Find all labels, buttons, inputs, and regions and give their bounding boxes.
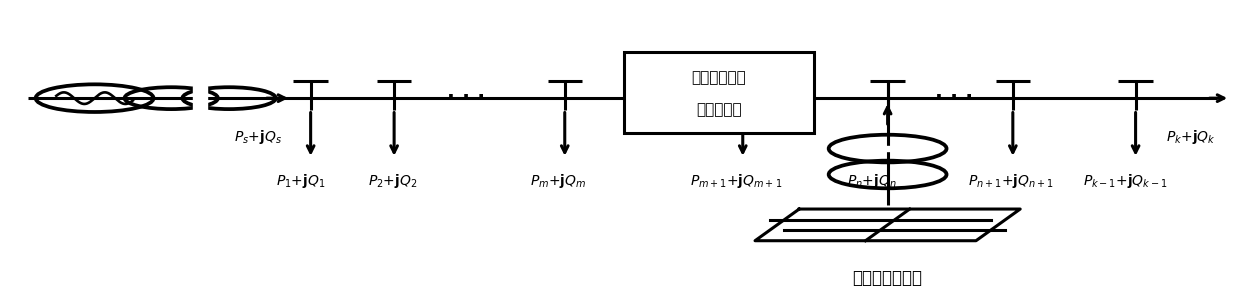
Text: 分布式光伏系统: 分布式光伏系统 — [853, 269, 923, 287]
Text: $P_{k-1}$+$\mathbf{j}$$Q_{k-1}$: $P_{k-1}$+$\mathbf{j}$$Q_{k-1}$ — [1084, 172, 1168, 190]
Text: $P_s$+$\mathbf{j}$$Q_s$: $P_s$+$\mathbf{j}$$Q_s$ — [234, 128, 281, 146]
Text: $P_1$+$\mathbf{j}$$Q_1$: $P_1$+$\mathbf{j}$$Q_1$ — [277, 172, 326, 190]
Text: $P_{m+1}$+$\mathbf{j}$$Q_{m+1}$: $P_{m+1}$+$\mathbf{j}$$Q_{m+1}$ — [691, 172, 782, 190]
Text: $P_2$+$\mathbf{j}$$Q_2$: $P_2$+$\mathbf{j}$$Q_2$ — [368, 172, 418, 190]
Text: · · ·: · · · — [640, 87, 678, 107]
Bar — [624, 52, 813, 133]
Text: 电抗器装置: 电抗器装置 — [696, 103, 742, 118]
Text: · · ·: · · · — [935, 87, 973, 107]
Text: · · ·: · · · — [448, 87, 486, 107]
Text: $P_m$+$\mathbf{j}$$Q_m$: $P_m$+$\mathbf{j}$$Q_m$ — [531, 172, 587, 190]
Text: $P_n$+$\mathbf{j}$$Q_n$: $P_n$+$\mathbf{j}$$Q_n$ — [847, 172, 897, 190]
Bar — [193, 86, 207, 110]
Bar — [858, 146, 918, 151]
Text: 分段可控串联: 分段可控串联 — [692, 70, 746, 86]
Text: $P_{n+1}$+$\mathbf{j}$$Q_{n+1}$: $P_{n+1}$+$\mathbf{j}$$Q_{n+1}$ — [967, 172, 1053, 190]
Text: $P_k$+$\mathbf{j}$$Q_k$: $P_k$+$\mathbf{j}$$Q_k$ — [1166, 128, 1215, 146]
